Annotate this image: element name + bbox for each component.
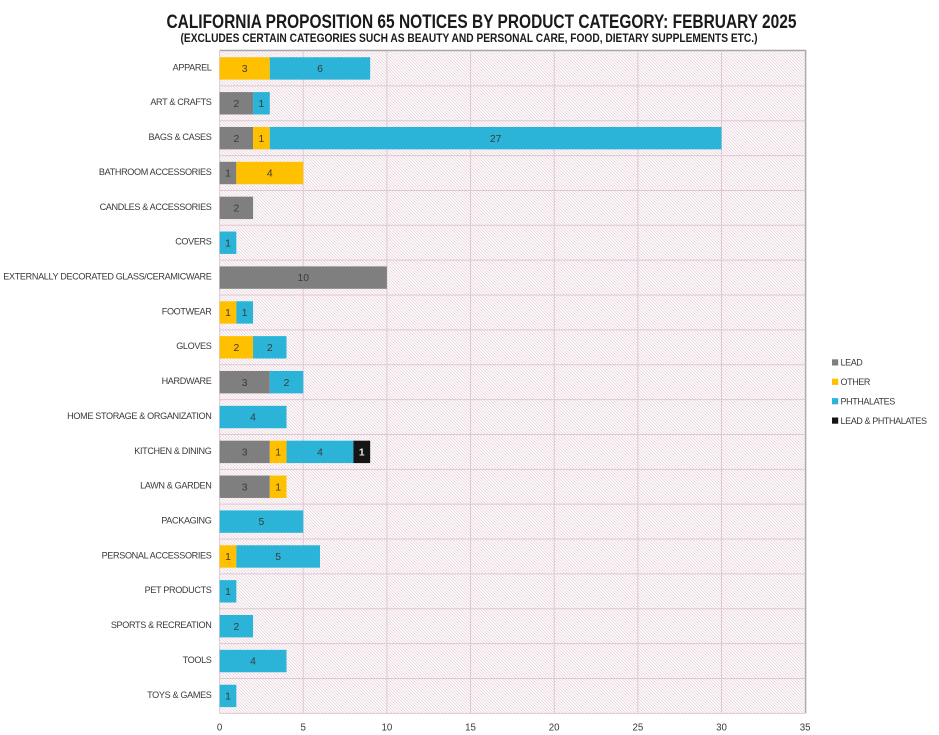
svg-text:2: 2 [233,99,239,110]
svg-text:1: 1 [225,692,231,703]
svg-text:CALIFORNIA PROPOSITION 65 NOTI: CALIFORNIA PROPOSITION 65 NOTICES BY PRO… [167,12,797,33]
svg-text:FOOTWEAR: FOOTWEAR [162,306,213,316]
svg-text:20: 20 [549,723,560,734]
svg-text:4: 4 [317,447,323,458]
svg-text:3: 3 [242,64,248,75]
svg-text:PHTHALATES: PHTHALATES [841,396,896,406]
svg-text:GLOVES: GLOVES [176,341,212,351]
svg-text:6: 6 [317,64,323,75]
svg-text:TOYS & GAMES: TOYS & GAMES [147,690,212,700]
svg-text:4: 4 [267,169,273,180]
svg-text:1: 1 [259,134,265,145]
svg-text:1: 1 [242,308,248,319]
svg-text:APPAREL: APPAREL [173,62,212,72]
svg-text:10: 10 [297,273,309,284]
svg-text:LAWN & GARDEN: LAWN & GARDEN [140,481,211,491]
svg-text:(EXCLUDES CERTAIN CATEGORIES S: (EXCLUDES CERTAIN CATEGORIES SUCH AS BEA… [181,32,758,45]
svg-text:30: 30 [716,723,727,734]
svg-text:4: 4 [250,413,256,424]
svg-text:1: 1 [225,238,231,249]
svg-text:LEAD & PHTHALATES: LEAD & PHTHALATES [841,416,927,426]
svg-text:15: 15 [465,723,476,734]
svg-text:2: 2 [233,343,239,354]
svg-text:LEAD: LEAD [841,358,864,368]
svg-text:0: 0 [217,723,223,734]
svg-text:ART & CRAFTS: ART & CRAFTS [150,97,211,107]
svg-text:BAGS & CASES: BAGS & CASES [148,132,211,142]
svg-text:2: 2 [233,134,239,145]
svg-text:3: 3 [242,378,248,389]
svg-text:1: 1 [225,552,231,563]
svg-text:5: 5 [301,723,306,734]
svg-text:10: 10 [382,723,393,734]
svg-text:PET PRODUCTS: PET PRODUCTS [145,585,212,595]
svg-text:2: 2 [233,203,239,214]
svg-text:5: 5 [259,517,265,528]
svg-text:1: 1 [225,169,231,180]
svg-text:COVERS: COVERS [175,237,212,247]
svg-text:25: 25 [632,723,643,734]
svg-text:1: 1 [359,447,365,458]
svg-text:EXTERNALLY DECORATED GLASS/CER: EXTERNALLY DECORATED GLASS/CERAMICWARE [3,271,211,281]
svg-text:TOOLS: TOOLS [183,655,212,665]
svg-text:CANDLES & ACCESSORIES: CANDLES & ACCESSORIES [100,202,212,212]
svg-text:HOME STORAGE & ORGANIZATION: HOME STORAGE & ORGANIZATION [67,411,211,421]
svg-text:4: 4 [250,657,256,668]
svg-text:35: 35 [800,723,811,734]
svg-text:1: 1 [259,99,265,110]
svg-text:27: 27 [490,134,502,145]
svg-text:5: 5 [275,552,281,563]
svg-text:HARDWARE: HARDWARE [162,376,212,386]
svg-text:OTHER: OTHER [841,377,871,387]
svg-text:1: 1 [275,482,281,493]
svg-text:BATHROOM ACCESSORIES: BATHROOM ACCESSORIES [99,167,212,177]
svg-text:1: 1 [275,447,281,458]
svg-text:SPORTS & RECREATION: SPORTS & RECREATION [111,620,212,630]
svg-text:PACKAGING: PACKAGING [161,516,212,526]
svg-text:1: 1 [225,587,231,598]
svg-text:3: 3 [242,447,248,458]
svg-text:PERSONAL ACCESSORIES: PERSONAL ACCESSORIES [102,550,212,560]
svg-text:1: 1 [225,308,231,319]
svg-text:2: 2 [233,622,239,633]
svg-text:2: 2 [284,378,290,389]
svg-text:3: 3 [242,482,248,493]
svg-text:KITCHEN & DINING: KITCHEN & DINING [134,446,212,456]
svg-text:2: 2 [267,343,273,354]
